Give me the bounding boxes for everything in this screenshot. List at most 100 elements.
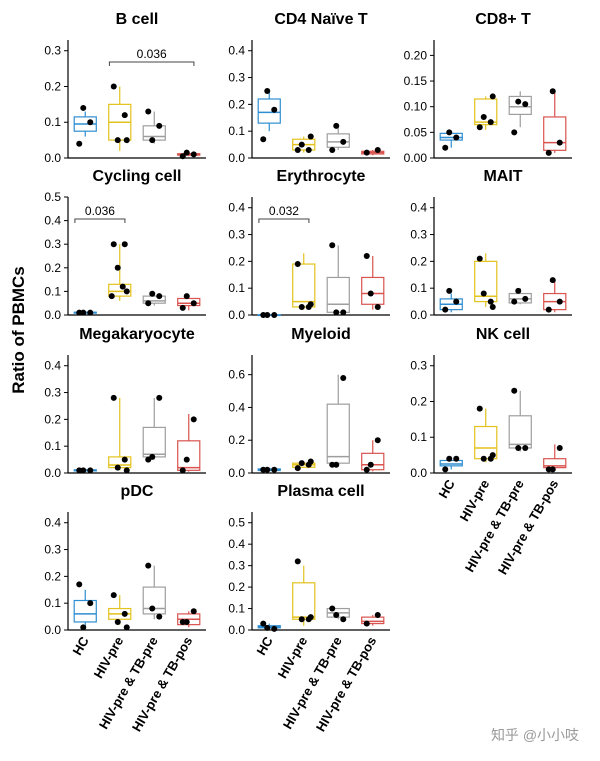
y-tick-label: 0.00 <box>404 151 428 165</box>
data-point <box>260 136 267 143</box>
data-point <box>363 620 370 627</box>
data-point <box>363 253 370 259</box>
data-point <box>260 620 267 627</box>
y-tick-label: 0.3 <box>228 71 245 85</box>
data-point <box>110 241 117 248</box>
data-point <box>307 614 314 621</box>
data-point <box>183 456 190 463</box>
data-point <box>511 298 518 305</box>
y-tick-label: 0.3 <box>410 228 427 242</box>
data-point <box>271 312 278 318</box>
data-point <box>80 309 87 316</box>
y-tick-label: 0.3 <box>44 386 61 400</box>
y-tick-label: 0.3 <box>44 543 61 557</box>
data-point <box>333 461 340 468</box>
box <box>361 276 385 305</box>
data-point <box>556 444 563 451</box>
y-tick-label: 0.3 <box>410 359 427 373</box>
data-point <box>442 144 449 151</box>
data-point <box>480 113 487 120</box>
data-point <box>156 122 163 129</box>
y-tick-label: 0.4 <box>228 44 245 58</box>
y-tick-label: 0.3 <box>228 559 245 573</box>
data-point <box>374 146 381 153</box>
panel-title: Megakaryocyte <box>79 326 195 343</box>
y-tick-label: 0.2 <box>410 394 427 408</box>
data-point <box>264 466 271 473</box>
data-point <box>446 287 453 294</box>
data-point <box>374 303 381 310</box>
p-value: 0.036 <box>137 47 167 61</box>
data-point <box>511 387 518 394</box>
y-tick-label: 0.4 <box>228 201 245 215</box>
p-value: 0.032 <box>269 204 299 218</box>
data-point <box>87 309 94 316</box>
y-tick-label: 0.0 <box>44 623 61 637</box>
box <box>361 616 385 625</box>
y-tick-label: 0.2 <box>44 79 61 93</box>
y-tick-label: 0.1 <box>44 596 61 610</box>
data-point <box>340 309 347 316</box>
data-point <box>333 122 340 129</box>
box <box>439 459 463 467</box>
data-point <box>374 437 381 444</box>
data-point <box>367 461 374 468</box>
data-point <box>179 153 186 160</box>
y-tick-label: 0.1 <box>410 430 427 444</box>
data-point <box>363 149 370 156</box>
data-point <box>110 592 117 599</box>
data-point <box>80 467 87 474</box>
panel-title: Myeloid <box>291 326 351 343</box>
box <box>326 276 350 313</box>
data-point <box>156 394 163 401</box>
data-point <box>149 290 156 297</box>
data-point <box>121 610 128 617</box>
data-point <box>119 283 126 290</box>
data-point <box>271 106 278 113</box>
data-point <box>149 605 156 612</box>
data-point <box>340 138 347 145</box>
y-tick-label: 0.20 <box>404 48 428 62</box>
data-point <box>123 467 130 474</box>
data-point <box>489 303 496 310</box>
data-point <box>298 616 305 623</box>
x-tick-label: HIV-pre <box>275 634 311 681</box>
data-point <box>183 149 190 156</box>
data-point <box>87 600 94 607</box>
data-point <box>489 452 496 459</box>
data-point <box>156 613 163 620</box>
data-point <box>298 460 305 467</box>
data-point <box>374 611 381 618</box>
data-point <box>307 133 314 140</box>
y-tick-label: 0.0 <box>410 308 427 322</box>
y-tick-label: 0.4 <box>228 400 245 414</box>
y-tick-label: 0.2 <box>44 261 61 275</box>
data-point <box>114 464 121 471</box>
data-point <box>87 467 94 474</box>
box <box>543 116 567 151</box>
y-tick-label: 0.2 <box>228 433 245 447</box>
data-point <box>446 455 453 462</box>
data-point <box>329 146 336 153</box>
data-point <box>80 104 87 111</box>
data-point <box>264 624 271 631</box>
y-tick-label: 0.15 <box>404 74 428 88</box>
data-point <box>340 616 347 623</box>
data-point <box>110 83 117 90</box>
y-tick-label: 0.2 <box>228 97 245 111</box>
y-tick-label: 0.0 <box>44 466 61 480</box>
data-point <box>264 312 271 318</box>
data-point <box>190 416 197 423</box>
data-point <box>110 394 117 401</box>
y-tick-label: 0.0 <box>228 623 245 637</box>
data-point <box>114 264 121 271</box>
y-tick-label: 0.2 <box>410 254 427 268</box>
data-point <box>123 624 130 631</box>
data-point <box>298 141 305 148</box>
data-point <box>149 137 156 144</box>
data-point <box>453 298 460 305</box>
y-tick-label: 0.0 <box>228 466 245 480</box>
data-point <box>367 290 374 297</box>
data-point <box>307 301 314 308</box>
